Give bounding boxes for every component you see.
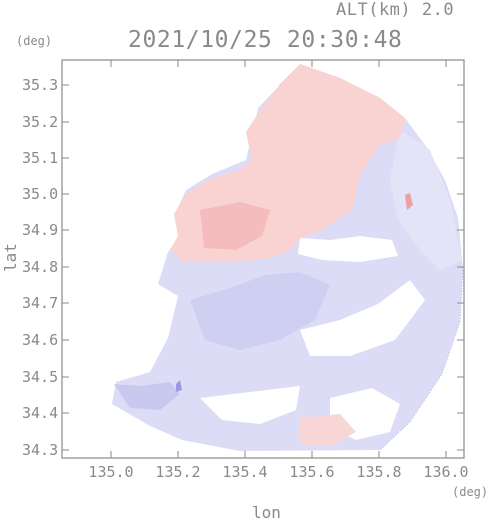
gap-4 (298, 236, 398, 262)
positive-spot (405, 193, 413, 210)
plot-frame (61, 59, 465, 459)
y-tick-label: 35.0 (22, 185, 59, 203)
x-tick-label: 135.2 (155, 463, 201, 481)
gap-2 (200, 386, 300, 424)
y-tick-label: 34.5 (22, 368, 59, 386)
y-tick-label: 34.3 (22, 441, 59, 459)
y-axis-label: lat (0, 243, 20, 272)
negative-east (390, 130, 462, 270)
gap-1 (300, 280, 425, 356)
x-axis-ticks (110, 60, 447, 458)
x-tick-label: 135.8 (356, 463, 402, 481)
x-unit-label: (deg) (452, 485, 489, 499)
y-tick-label: 35.2 (22, 113, 59, 131)
x-tick-label: 136.0 (423, 463, 469, 481)
altitude-label: ALT(km) 2.0 (336, 0, 455, 20)
x-tick-label: 135.6 (289, 463, 335, 481)
y-tick-label: 34.4 (22, 404, 59, 422)
y-unit-label: (deg) (16, 34, 53, 48)
x-axis-label: lon (252, 503, 281, 522)
negative-velocity-region (112, 64, 463, 451)
negative-core (190, 272, 330, 350)
y-axis-ticks (62, 84, 464, 451)
y-tick-label: 34.8 (22, 258, 59, 276)
positive-patch-south (300, 414, 356, 446)
negative-core-west (114, 382, 180, 410)
y-tick-label: 35.3 (22, 76, 59, 94)
y-tick-label: 34.7 (22, 294, 59, 312)
y-tick-label: 34.6 (22, 331, 59, 349)
y-tick-label: 34.9 (22, 221, 59, 239)
x-tick-label: 135.4 (222, 463, 268, 481)
radar-coverage (112, 64, 464, 451)
positive-core (200, 202, 270, 250)
x-tick-label: 135.0 (88, 463, 134, 481)
timestamp-title: 2021/10/25 20:30:48 (128, 27, 403, 53)
negative-spot (176, 380, 182, 392)
y-tick-label: 35.1 (22, 149, 59, 167)
